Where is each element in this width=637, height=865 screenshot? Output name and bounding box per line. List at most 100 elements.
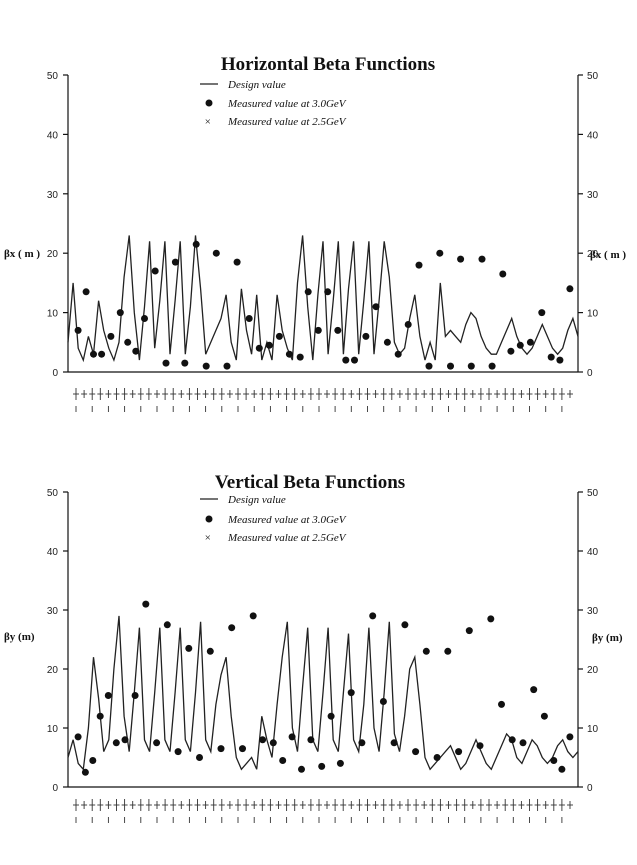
measured-point-3gev — [213, 250, 220, 257]
measured-point-3gev — [527, 339, 534, 346]
measured-point-3gev — [75, 327, 82, 334]
measured-point-3gev — [82, 769, 89, 776]
legend-dot-symbol — [206, 516, 213, 523]
measured-point-3gev — [239, 745, 246, 752]
measured-point-3gev — [270, 739, 277, 746]
y-axis-label-right: βy (m) — [592, 632, 623, 644]
measured-point-3gev — [83, 288, 90, 295]
measured-point-3gev — [447, 363, 454, 370]
measured-point-3gev — [530, 686, 537, 693]
measured-point-3gev — [342, 357, 349, 364]
measured-point-3gev — [426, 363, 433, 370]
measured-point-3gev — [164, 621, 171, 628]
y-tick-label-right: 10 — [587, 309, 599, 320]
y-tick-label-right: 20 — [587, 665, 599, 676]
measured-point-3gev — [279, 757, 286, 764]
measured-point-3gev — [153, 739, 160, 746]
measured-point-3gev — [436, 250, 443, 257]
measured-point-3gev — [97, 713, 104, 720]
measured-point-3gev — [489, 363, 496, 370]
measured-point-3gev — [348, 689, 355, 696]
measured-point-3gev — [98, 351, 105, 358]
chart-title: Horizontal Beta Functions — [221, 54, 435, 75]
y-tick-label-right: 10 — [587, 724, 599, 735]
measured-point-3gev — [401, 621, 408, 628]
legend: Design value Measured value at 3.0GeV × … — [200, 79, 347, 128]
measured-point-3gev — [142, 601, 149, 608]
measured-point-3gev — [185, 645, 192, 652]
y-tick-label-left: 50 — [47, 71, 59, 82]
measured-point-3gev — [556, 357, 563, 364]
measured-point-3gev — [566, 285, 573, 292]
measured-point-3gev — [228, 624, 235, 631]
measured-point-3gev — [509, 736, 516, 743]
measured-point-3gev — [107, 333, 114, 340]
measured-point-3gev — [152, 268, 159, 275]
measured-point-3gev — [423, 648, 430, 655]
y-tick-label-left: 20 — [47, 249, 59, 260]
measured-point-3gev — [416, 262, 423, 269]
measured-point-3gev — [541, 713, 548, 720]
measured-point-3gev — [256, 345, 263, 352]
measured-point-3gev — [75, 733, 82, 740]
measured-point-3gev — [286, 351, 293, 358]
measured-point-3gev — [90, 351, 97, 358]
measured-point-3gev — [380, 698, 387, 705]
measured-point-3gev — [358, 739, 365, 746]
measured-point-3gev — [412, 748, 419, 755]
measured-point-3gev — [479, 256, 486, 263]
measured-point-3gev — [259, 736, 266, 743]
measured-point-3gev — [113, 739, 120, 746]
measured-point-3gev — [517, 342, 524, 349]
measured-point-3gev — [324, 288, 331, 295]
measured-point-3gev — [203, 363, 210, 370]
measured-point-3gev — [181, 360, 188, 367]
measured-point-3gev — [434, 754, 441, 761]
y-axis-label-left: βx ( m ) — [4, 248, 40, 260]
legend-label-3gev: Measured value at 3.0GeV — [227, 514, 347, 526]
measured-point-3gev — [305, 288, 312, 295]
measured-point-3gev — [193, 241, 200, 248]
measured-point-3gev — [550, 757, 557, 764]
measured-point-3gev — [132, 692, 139, 699]
measured-point-3gev — [351, 357, 358, 364]
measured-point-3gev — [507, 348, 514, 355]
measured-point-3gev — [276, 333, 283, 340]
measured-point-3gev — [124, 339, 131, 346]
y-tick-label-left: 40 — [47, 130, 59, 141]
legend: Design value Measured value at 3.0GeV × … — [200, 494, 347, 544]
measured-point-3gev — [455, 748, 462, 755]
measured-point-3gev — [548, 354, 555, 361]
measured-point-3gev — [175, 748, 182, 755]
measured-point-3gev — [298, 766, 305, 773]
y-tick-label-right: 40 — [587, 547, 599, 558]
y-tick-label-right: 30 — [587, 190, 599, 201]
design-value-line — [68, 616, 578, 769]
measured-point-3gev — [405, 321, 412, 328]
measured-point-3gev — [132, 348, 139, 355]
measured-point-3gev — [297, 354, 304, 361]
measured-point-3gev — [334, 327, 341, 334]
measured-point-3gev — [337, 760, 344, 767]
measured-point-3gev — [566, 733, 573, 740]
measured-point-3gev — [315, 327, 322, 334]
measured-point-3gev — [487, 615, 494, 622]
measured-point-3gev — [477, 742, 484, 749]
legend-label-25gev: Measured value at 2.5GeV — [227, 116, 347, 128]
measured-point-3gev — [498, 701, 505, 708]
measured-point-3gev — [520, 739, 527, 746]
y-tick-label-right: 40 — [587, 130, 599, 141]
chart-title: Vertical Beta Functions — [215, 472, 405, 493]
y-tick-label-left: 30 — [47, 606, 59, 617]
y-tick-label-right: 30 — [587, 606, 599, 617]
measured-point-3gev — [384, 339, 391, 346]
measured-point-3gev — [224, 363, 231, 370]
y-tick-label-left: 50 — [47, 488, 59, 499]
y-tick-label-left: 10 — [47, 309, 59, 320]
y-tick-label-left: 0 — [52, 368, 58, 379]
y-tick-label-right: 50 — [587, 488, 599, 499]
measured-point-3gev — [250, 612, 257, 619]
measured-point-3gev — [318, 763, 325, 770]
measured-point-3gev — [373, 303, 380, 310]
